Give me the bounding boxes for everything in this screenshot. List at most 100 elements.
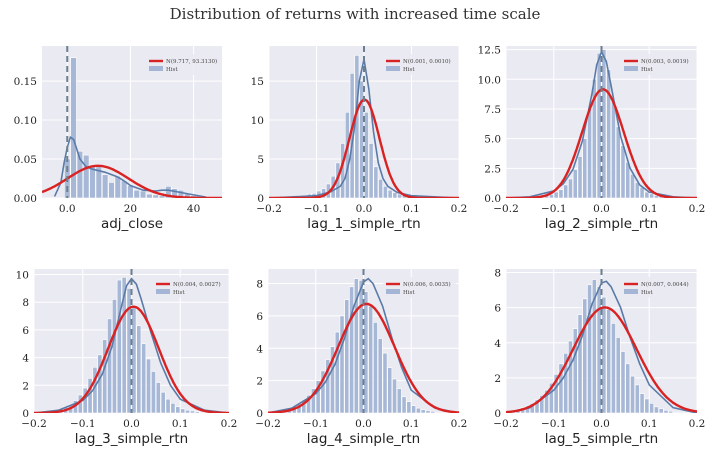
legend-hist-label: Hist [641, 290, 653, 296]
legend-normal-label: N(0.007, 0.0044) [641, 281, 689, 288]
hist-bar [548, 194, 554, 198]
hist-bar [382, 186, 388, 198]
subplot-grid: 0.000.050.100.150.0 20 40adj_closeN(9.717,… [14, 45, 706, 447]
hist-bar [577, 156, 583, 198]
x-tick-label: −0.1 [303, 418, 329, 430]
hist-bar [127, 185, 134, 198]
hist-bar [373, 166, 379, 198]
y-tick-label: 6 [22, 325, 29, 337]
hist-bar [315, 380, 321, 413]
plot-content [42, 46, 222, 198]
hist-bar [568, 178, 573, 198]
hist-bar [601, 296, 607, 413]
hist-bar [577, 314, 583, 413]
legend-box [383, 54, 456, 75]
x-tick-label: 0.0 [123, 418, 140, 430]
y-tick-label: 8 [494, 268, 501, 280]
hist-bar [620, 145, 626, 198]
hist-bar [601, 49, 607, 198]
hist-bar [121, 277, 127, 413]
hist-bar [606, 69, 612, 198]
hist-bar [611, 323, 616, 413]
x-axis-label: lag_4_simple_rtn [307, 431, 420, 447]
legend-normal-label: N(9.717, 93.3130) [166, 58, 217, 65]
plot-content [269, 46, 459, 198]
y-tick-label: 2 [494, 373, 501, 385]
legend-box [146, 54, 219, 75]
hist-bar [539, 395, 545, 413]
y-tick-label: 0.0 [484, 193, 501, 205]
hist-bar [615, 337, 621, 413]
y-tick-label: 0 [22, 408, 29, 420]
hist-bar [180, 408, 186, 413]
y-tick-label: 15 [251, 76, 264, 88]
y-tick-label: 10 [16, 270, 29, 282]
hist-bar [114, 175, 121, 198]
hist-bar [89, 166, 96, 198]
y-tick-label: 12.5 [478, 45, 501, 57]
hist-bar [354, 55, 360, 198]
legend-normal-label: N(0.003, 0.0019) [641, 58, 689, 65]
y-tick-label: 0 [256, 408, 263, 420]
legend: N(9.717, 93.3130) Hist [146, 54, 219, 75]
x-axis-label: lag_1_simple_rtn [307, 216, 420, 232]
hist-bar [165, 398, 171, 413]
hist-bar [649, 193, 655, 198]
x-tick-label: 0.1 [641, 418, 658, 430]
hist-bar [630, 375, 635, 413]
x-tick-label: −0.2 [21, 418, 47, 430]
legend-hist-label: Hist [403, 290, 415, 296]
hist-bar [663, 410, 669, 413]
x-tick-label: −0.2 [493, 418, 519, 430]
kde-line [268, 277, 459, 413]
hist-bar [185, 409, 191, 413]
hist-bar [146, 193, 153, 198]
hist-bar [344, 299, 350, 413]
hist-bar [587, 108, 592, 198]
y-tick-label: 4 [256, 343, 263, 355]
x-tick-label: −0.1 [304, 203, 330, 215]
legend-hist-label: Hist [641, 67, 653, 73]
legend-box [621, 277, 694, 298]
hist-bar [544, 389, 549, 413]
x-tick-label: −0.2 [255, 418, 281, 430]
x-axis-label: lag_2_simple_rtn [545, 216, 658, 232]
figure-title: Distribution of returns with increased t… [170, 5, 541, 23]
hist-bar [353, 278, 359, 413]
y-tick-label: 2.5 [484, 163, 501, 175]
hist-bar [625, 363, 631, 413]
y-tick-label: 8 [256, 279, 263, 291]
hist-bar [116, 279, 122, 413]
x-tick-label: −0.2 [256, 203, 282, 215]
hist-bar [644, 191, 650, 198]
y-tick-label: 0.10 [14, 115, 37, 127]
y-tick-label: 5.0 [484, 134, 501, 146]
hist-bar [634, 384, 640, 413]
y-tick-label: 4 [494, 338, 501, 350]
plot-content [268, 269, 459, 413]
hist-bar [406, 401, 412, 413]
hist-bar [141, 343, 147, 413]
hist-bar [572, 328, 578, 413]
kde-line [506, 280, 697, 413]
hist-bar [611, 100, 616, 198]
x-tick-label: 0.0 [356, 203, 373, 215]
hist-bar [563, 184, 569, 198]
y-tick-label: 0 [257, 193, 264, 205]
y-tick-label: 8 [22, 297, 29, 309]
hist-bar [568, 340, 573, 413]
hist-bar [392, 192, 398, 198]
y-tick-label: 10 [251, 115, 264, 127]
hist-bar [320, 370, 326, 413]
x-tick-label: −0.1 [541, 203, 567, 215]
x-tick-label: 0.1 [172, 418, 189, 430]
hist-bar [378, 178, 383, 198]
x-tick-label: −0.2 [493, 203, 519, 215]
hist-bar [194, 411, 200, 413]
legend-hist-swatch [386, 289, 400, 294]
x-tick-label: 0.2 [221, 418, 238, 430]
hist-bar [630, 173, 635, 198]
hist-bar [330, 346, 335, 413]
legend-hist-swatch [386, 66, 400, 71]
y-tick-label: 10.0 [478, 74, 501, 86]
